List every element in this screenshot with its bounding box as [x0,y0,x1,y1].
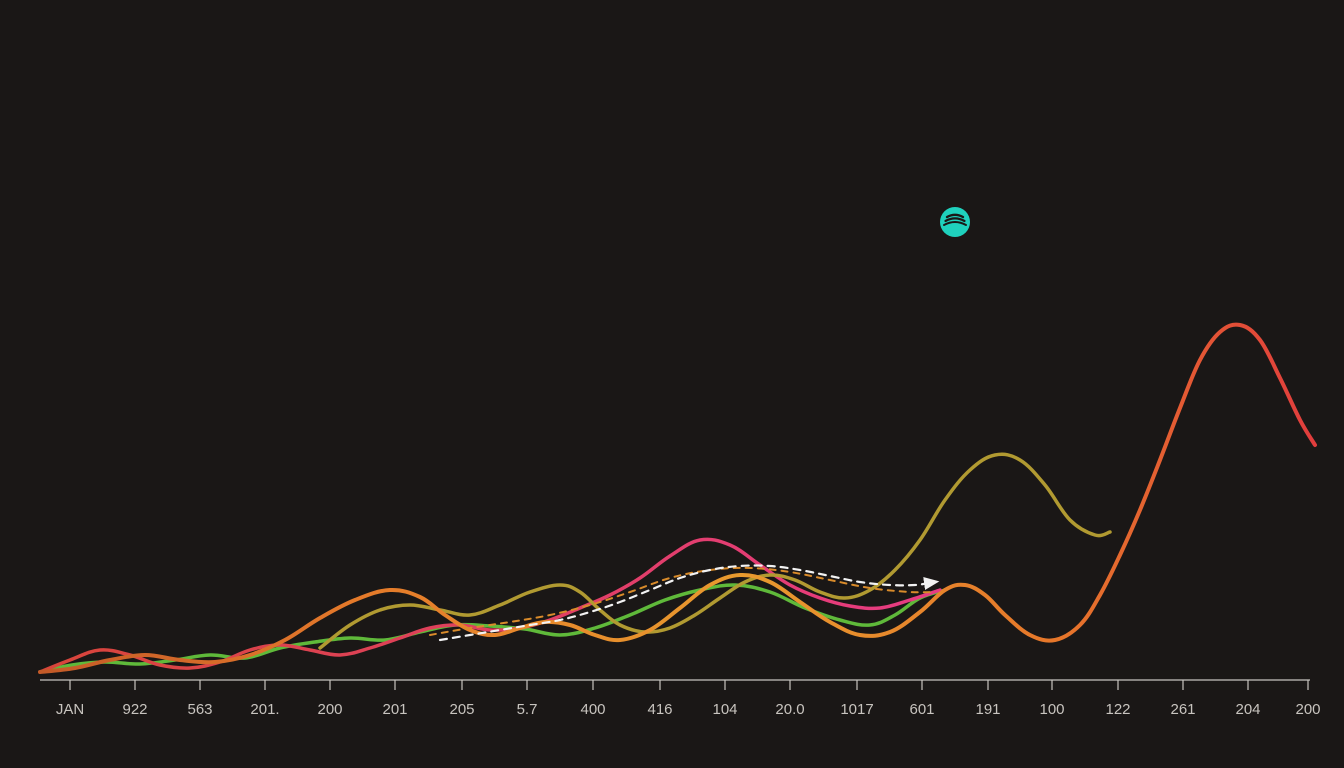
orange-gradient-series [40,325,1315,672]
x-tick-label: JAN [56,701,84,718]
x-tick-label: 200 [1295,701,1320,718]
x-axis-ticks: JAN 922 563 201. 200 201 205 5.7 400 416 104 20.0 10… [56,680,1321,718]
spotify-icon [940,207,970,237]
x-tick-label: 261 [1170,701,1195,718]
x-tick-label: 201 [382,701,407,718]
x-tick-label: 563 [187,701,212,718]
x-tick-label: 20.0 [775,701,804,718]
x-tick-label: 201. [250,701,279,718]
x-tick-label: 191 [975,701,1000,718]
chart-container: JAN 922 563 201. 200 201 205 5.7 400 416 104 20.0 10… [0,0,1344,768]
x-tick-label: 400 [580,701,605,718]
x-tick-label: 416 [647,701,672,718]
x-tick-label: 100 [1039,701,1064,718]
x-tick-label: 204 [1235,701,1260,718]
x-tick-label: 1017 [840,701,873,718]
x-tick-label: 922 [122,701,147,718]
x-tick-label: 200 [317,701,342,718]
x-tick-label: 5.7 [517,701,538,718]
x-tick-label: 601 [909,701,934,718]
x-tick-label: 205 [449,701,474,718]
x-tick-label: 104 [712,701,737,718]
olive-yellow-series [320,454,1110,648]
line-chart: JAN 922 563 201. 200 201 205 5.7 400 416 104 20.0 10… [0,0,1344,768]
series-group [40,325,1315,672]
x-tick-label: 122 [1105,701,1130,718]
